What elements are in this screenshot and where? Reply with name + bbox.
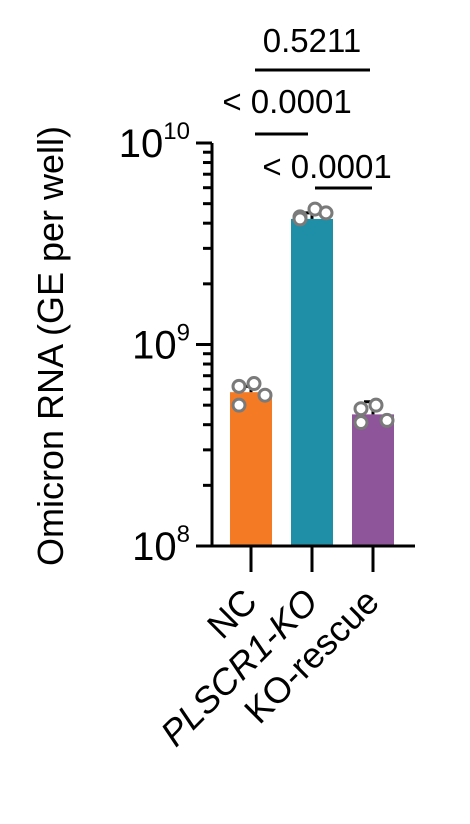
p-value-label: 0.5211 (263, 22, 361, 59)
comparisons-layer: 0.5211 < 0.0001 < 0.0001 (222, 22, 392, 190)
data-point (318, 205, 334, 221)
data-point (368, 397, 384, 413)
axes-layer (196, 141, 415, 572)
bar (291, 218, 333, 546)
data-point (379, 412, 395, 428)
data-point (353, 415, 369, 431)
bars-layer (230, 201, 395, 546)
bar (230, 392, 272, 546)
data-point (231, 397, 247, 413)
y-tick-label: 108 (132, 521, 190, 569)
data-point (231, 378, 247, 394)
y-tick-label: 109 (132, 320, 190, 368)
p-value-label: < 0.0001 (262, 148, 391, 185)
data-point (292, 211, 308, 227)
data-point (246, 376, 262, 392)
data-point (353, 401, 369, 417)
bar (352, 414, 394, 546)
p-value-label: < 0.0001 (222, 83, 351, 120)
data-point (257, 387, 273, 403)
y-axis-label: Omicron RNA (GE per well) (30, 126, 71, 566)
y-tick-label: 1010 (119, 118, 190, 166)
